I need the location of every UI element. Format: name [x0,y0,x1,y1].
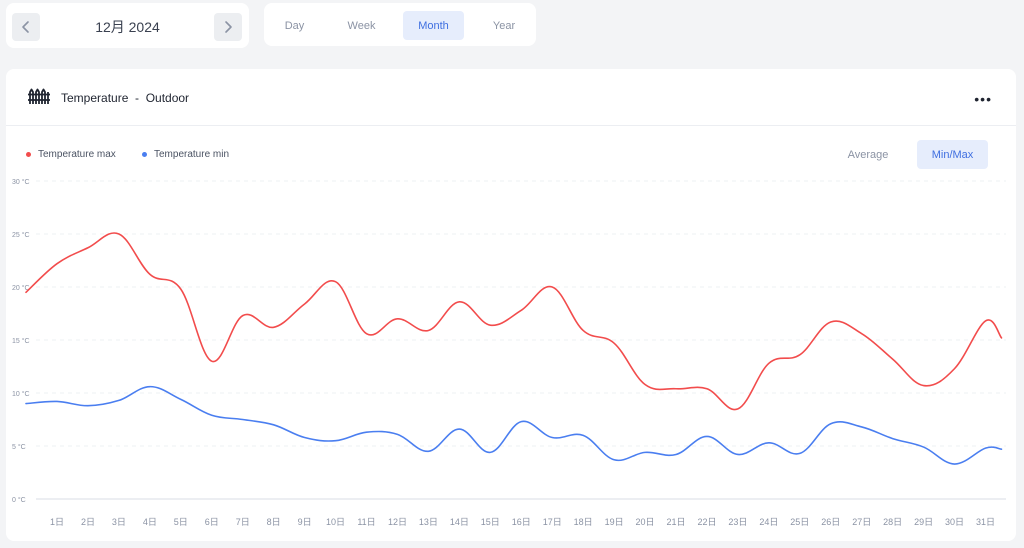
legend-dot-max [26,152,31,157]
series-line-min [25,385,1003,465]
period-tabs: Day Week Month Year [264,3,536,46]
x-tick-label: 12日 [388,517,407,527]
card-title: Temperature - Outdoor [61,91,190,105]
next-month-button[interactable] [214,13,242,41]
legend-item-min: Temperature min [142,149,229,160]
x-tick-label: 2日 [81,517,95,527]
x-tick-label: 27日 [852,517,871,527]
fence-icon [28,88,50,104]
x-tick-label: 4日 [143,517,157,527]
chevron-left-icon [22,21,29,33]
y-tick-label: 25 °C [12,231,30,239]
x-tick-label: 1日 [50,517,64,527]
x-tick-label: 25日 [790,517,809,527]
x-tick-label: 18日 [574,517,593,527]
y-tick-label: 0 °C [12,496,26,504]
legend-label-min: Temperature min [154,149,230,160]
date-navigator: 12月 2024 [6,3,249,48]
x-tick-label: 14日 [450,517,469,527]
x-tick-label: 13日 [419,517,438,527]
temperature-chart: 0 °C 5 °C 10 °C 15 °C 20 °C 25 °C 30 °C 1日 2日 3日 4… [12,178,1006,527]
x-tick-label: 5日 [174,517,188,527]
x-tick-label: 20日 [636,517,655,527]
mode-average-button[interactable]: Average [847,148,889,161]
x-tick-label: 26日 [821,517,840,527]
temperature-card: Temperature - Outdoor ••• Temperature ma… [6,69,1016,541]
x-tick-label: 15日 [481,517,500,527]
x-tick-label: 9日 [298,517,312,527]
legend-label-max: Temperature max [38,149,116,160]
legend-dot-min [142,152,147,157]
x-tick-label: 24日 [759,517,778,527]
date-label: 12月 2024 [95,19,160,35]
x-tick-label: 17日 [543,517,562,527]
x-tick-label: 28日 [883,517,902,527]
tab-week[interactable]: Week [347,19,376,32]
card-header: Temperature - Outdoor ••• [6,69,1016,126]
y-tick-label: 15 °C [12,337,30,345]
y-tick-label: 20 °C [12,284,30,292]
x-tick-label: 6日 [205,517,219,527]
y-tick-label: 5 °C [12,443,26,451]
chevron-right-icon [225,21,232,33]
more-icon[interactable]: ••• [974,91,992,107]
legend-item-max: Temperature max [26,149,116,160]
x-tick-label: 31日 [976,517,995,527]
mode-minmax-button[interactable]: Min/Max [917,140,988,169]
x-tick-label: 23日 [728,517,747,527]
x-tick-label: 22日 [697,517,716,527]
x-tick-label: 10日 [326,517,345,527]
prev-month-button[interactable] [12,13,40,41]
x-tick-label: 21日 [666,517,685,527]
x-tick-label: 8日 [267,517,281,527]
tab-month[interactable]: Month [403,11,464,40]
x-tick-label: 7日 [236,517,250,527]
series-line-max [25,232,1003,411]
tab-year[interactable]: Year [492,19,516,32]
x-tick-label: 29日 [914,517,933,527]
tab-day[interactable]: Day [284,19,305,32]
y-tick-label: 10 °C [12,390,30,398]
x-tick-label: 3日 [112,517,126,527]
x-tick-label: 19日 [605,517,624,527]
x-tick-label: 11日 [357,517,375,527]
x-tick-label: 16日 [512,517,531,527]
x-tick-label: 30日 [945,517,964,527]
y-tick-label: 30 °C [12,178,30,186]
